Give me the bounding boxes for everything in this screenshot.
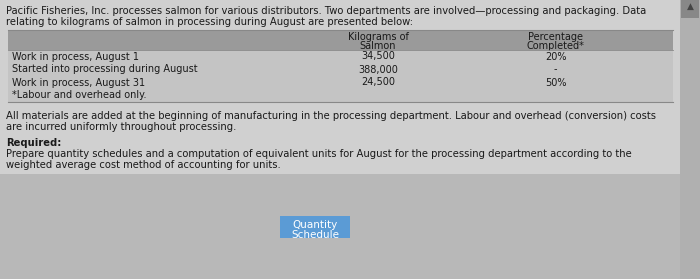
FancyBboxPatch shape xyxy=(8,89,673,102)
FancyBboxPatch shape xyxy=(680,0,700,279)
FancyBboxPatch shape xyxy=(8,76,673,89)
Text: Work in process, August 31: Work in process, August 31 xyxy=(12,78,145,88)
Text: weighted average cost method of accounting for units.: weighted average cost method of accounti… xyxy=(6,160,281,170)
Text: are incurred uniformly throughout processing.: are incurred uniformly throughout proces… xyxy=(6,122,237,132)
Text: Started into processing during August: Started into processing during August xyxy=(12,64,197,74)
FancyBboxPatch shape xyxy=(8,30,673,50)
Text: Quantity: Quantity xyxy=(293,220,337,230)
Text: Pacific Fisheries, Inc. processes salmon for various distributors. Two departmen: Pacific Fisheries, Inc. processes salmon… xyxy=(6,6,646,16)
Text: Salmon: Salmon xyxy=(360,41,396,51)
Text: 388,000: 388,000 xyxy=(358,64,398,74)
Text: -: - xyxy=(554,64,557,74)
FancyBboxPatch shape xyxy=(681,0,699,18)
Text: ▲: ▲ xyxy=(687,2,694,11)
Text: 34,500: 34,500 xyxy=(361,52,395,61)
Text: Schedule: Schedule xyxy=(291,230,339,239)
Text: *Labour and overhead only.: *Labour and overhead only. xyxy=(12,90,146,100)
FancyBboxPatch shape xyxy=(8,63,673,76)
Text: 20%: 20% xyxy=(545,52,566,61)
Text: Completed*: Completed* xyxy=(526,41,584,51)
Text: 50%: 50% xyxy=(545,78,566,88)
Text: Required:: Required: xyxy=(6,138,62,148)
Text: Prepare quantity schedules and a computation of equivalent units for August for : Prepare quantity schedules and a computa… xyxy=(6,149,631,159)
Text: Work in process, August 1: Work in process, August 1 xyxy=(12,52,139,61)
Text: Percentage: Percentage xyxy=(528,32,583,42)
FancyBboxPatch shape xyxy=(280,215,350,237)
Text: relating to kilograms of salmon in processing during August are presented below:: relating to kilograms of salmon in proce… xyxy=(6,17,413,27)
FancyBboxPatch shape xyxy=(0,174,680,279)
Text: All materials are added at the beginning of manufacturing in the processing depa: All materials are added at the beginning… xyxy=(6,111,656,121)
Text: 24,500: 24,500 xyxy=(361,78,395,88)
Text: Kilograms of: Kilograms of xyxy=(348,32,408,42)
FancyBboxPatch shape xyxy=(8,50,673,63)
